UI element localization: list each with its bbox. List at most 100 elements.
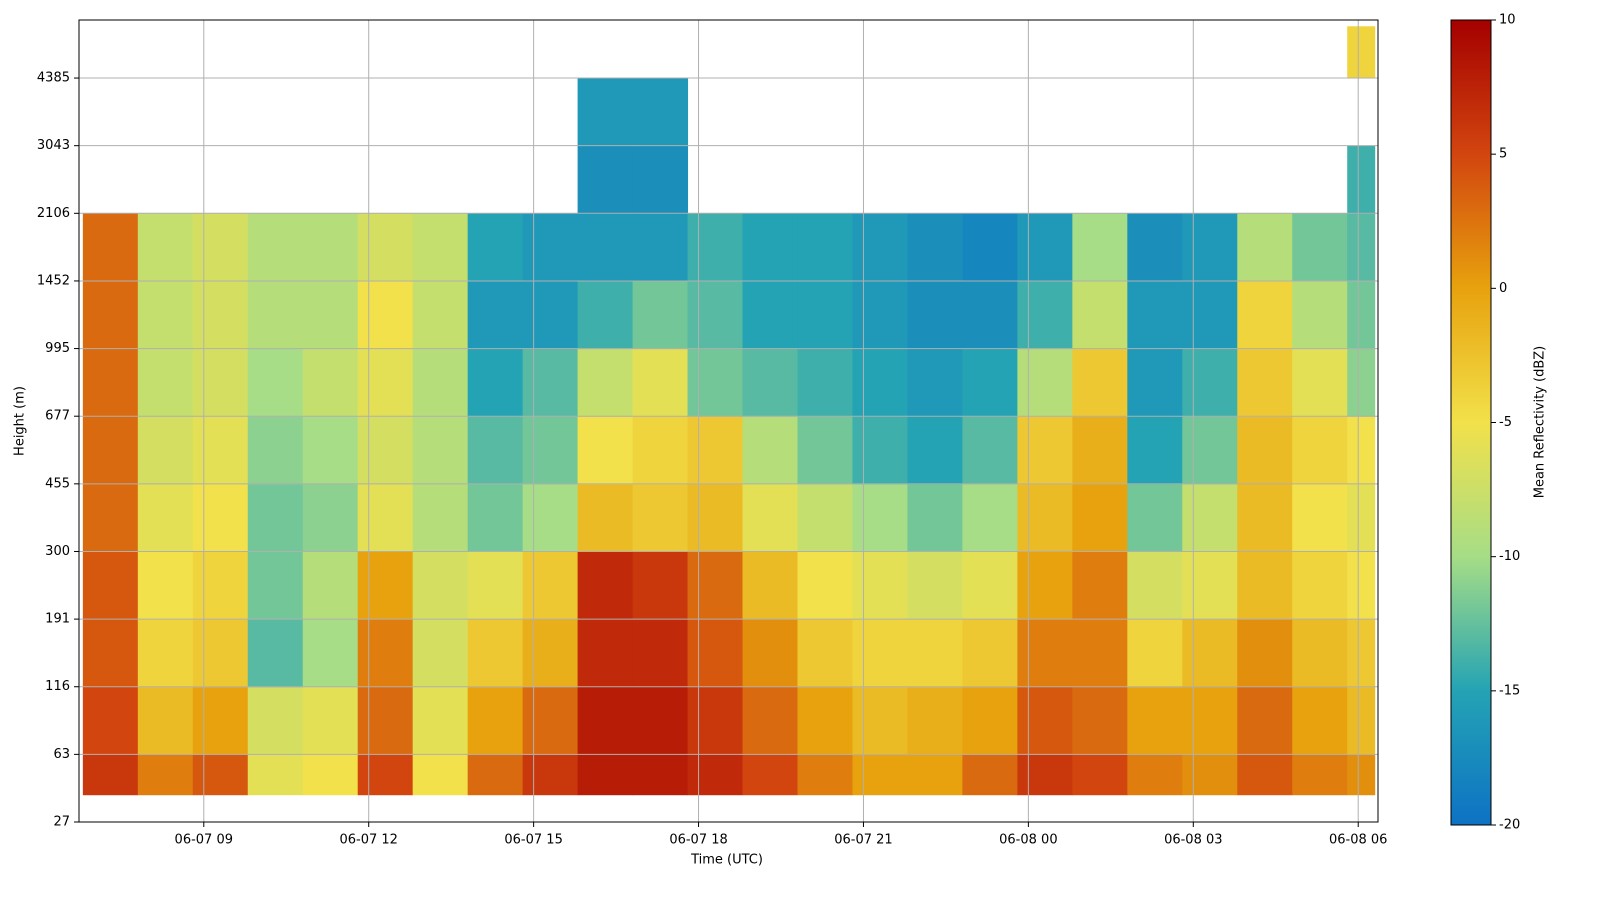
heatmap-cell <box>522 686 579 755</box>
heatmap-cell <box>1347 416 1376 485</box>
heatmap-cell <box>742 686 798 755</box>
heatmap-cell <box>1347 280 1376 350</box>
heatmap-cell <box>852 551 908 620</box>
x-tick-label: 06-08 03 <box>1164 833 1222 848</box>
heatmap-cell <box>192 551 249 620</box>
y-tick-label: 191 <box>45 612 70 627</box>
heatmap-cell <box>1127 213 1183 282</box>
heatmap-cell <box>467 280 524 350</box>
heatmap-cell <box>467 213 524 282</box>
y-tick-label: 2106 <box>37 206 70 221</box>
heatmap-cell <box>632 348 689 417</box>
heatmap-cell <box>687 551 744 620</box>
heatmap-cell <box>522 483 579 552</box>
colorbar-tick-label: -10 <box>1499 549 1520 564</box>
heatmap-cell <box>742 483 798 552</box>
heatmap-cell <box>192 348 249 417</box>
y-tick-label: 455 <box>45 476 70 491</box>
heatmap-cell <box>1292 280 1348 350</box>
heatmap-cell <box>467 686 524 755</box>
y-tick-label: 1452 <box>37 273 70 288</box>
heatmap-cell <box>797 348 853 417</box>
heatmap-cell <box>907 619 963 688</box>
heatmap-cell <box>577 348 634 417</box>
heatmap-cell <box>852 348 908 417</box>
heatmap-cell <box>797 280 853 350</box>
heatmap-cell <box>1237 280 1293 350</box>
heatmap-cell <box>797 551 853 620</box>
heatmap-cell <box>742 551 798 620</box>
x-tick-label: 06-07 21 <box>834 833 892 848</box>
heatmap-cell <box>797 213 853 282</box>
heatmap-cell <box>302 619 359 688</box>
heatmap-cell <box>1017 213 1073 282</box>
heatmap-cell <box>467 348 524 417</box>
heatmap-cell <box>1182 754 1238 796</box>
heatmap-cell <box>357 280 414 350</box>
heatmap-cell <box>1072 348 1128 417</box>
x-tick-label: 06-08 06 <box>1329 833 1387 848</box>
heatmap-cell <box>522 619 579 688</box>
heatmap-cell <box>82 280 139 350</box>
heatmap-cell <box>742 280 798 350</box>
heatmap-cell <box>1182 686 1238 755</box>
heatmap-cell <box>1292 416 1348 485</box>
heatmap-cell <box>1347 686 1376 755</box>
heatmap-cell <box>1347 26 1376 79</box>
heatmap-cell <box>742 754 798 796</box>
heatmap-cell <box>137 280 194 350</box>
heatmap-cell <box>577 551 634 620</box>
heatmap-cell <box>247 213 304 282</box>
heatmap-cell <box>742 213 798 282</box>
colorbar-tick-label: 5 <box>1499 147 1507 162</box>
heatmap-cell <box>742 416 798 485</box>
heatmap-cell <box>907 213 963 282</box>
heatmap-cell <box>1292 551 1348 620</box>
y-tick-label: 63 <box>53 747 70 762</box>
heatmap-cell <box>302 754 359 796</box>
heatmap-cell <box>412 686 469 755</box>
heatmap-cell <box>247 483 304 552</box>
heatmap-cell <box>852 754 908 796</box>
heatmap-cell <box>412 551 469 620</box>
heatmap-cell <box>82 416 139 485</box>
heatmap-cell <box>632 619 689 688</box>
heatmap-cell <box>1237 686 1293 755</box>
heatmap-cell <box>302 686 359 755</box>
heatmap-cell <box>357 619 414 688</box>
heatmap-cell <box>302 213 359 282</box>
heatmap-cell <box>907 348 963 417</box>
heatmap-cell <box>1072 551 1128 620</box>
heatmap-cell <box>357 416 414 485</box>
heatmap-cell <box>577 145 634 214</box>
heatmap-cell <box>522 754 579 796</box>
heatmap-cell <box>302 416 359 485</box>
heatmap-cell <box>962 280 1018 350</box>
heatmap-cell <box>1127 483 1183 552</box>
heatmap-cell <box>82 754 139 796</box>
heatmap-cell <box>467 551 524 620</box>
heatmap-cell <box>412 280 469 350</box>
heatmap-cell <box>192 416 249 485</box>
heatmap-cell <box>1237 551 1293 620</box>
heatmap-cell <box>1292 483 1348 552</box>
x-tick-label: 06-07 09 <box>175 833 233 848</box>
heatmap-cell <box>852 686 908 755</box>
heatmap-cell <box>632 145 689 214</box>
heatmap-cell <box>1182 483 1238 552</box>
heatmap-cell <box>1237 483 1293 552</box>
heatmap-cell <box>687 416 744 485</box>
heatmap-cell <box>1182 416 1238 485</box>
heatmap-cell <box>1292 619 1348 688</box>
heatmap-cell <box>1072 686 1128 755</box>
heatmap-cell <box>1017 483 1073 552</box>
heatmap-cell <box>632 213 689 282</box>
heatmap-cell <box>797 686 853 755</box>
heatmap-cell <box>632 754 689 796</box>
y-axis-label: Height (m) <box>13 386 28 456</box>
heatmap-cell <box>1347 145 1376 214</box>
heatmap-cell <box>192 280 249 350</box>
heatmap-cell <box>1237 754 1293 796</box>
heatmap-cell <box>1072 754 1128 796</box>
heatmap-cell <box>1237 416 1293 485</box>
